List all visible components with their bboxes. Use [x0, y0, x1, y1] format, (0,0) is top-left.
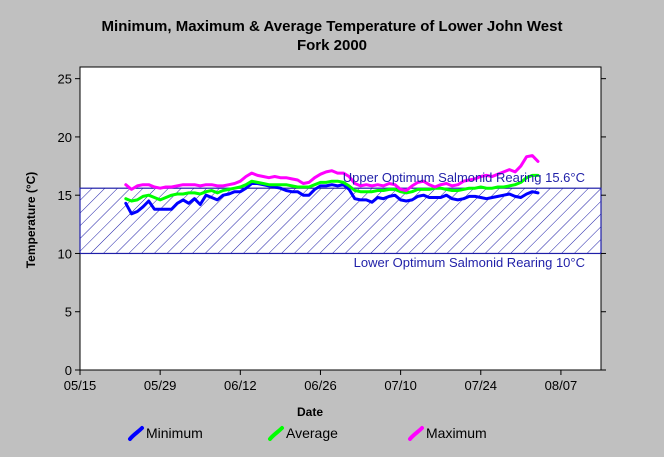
y-axis: 0 5 10 15 20 25 [58, 72, 606, 378]
series-line-minimum [124, 182, 540, 216]
y-axis-label: Temperature (°C) [24, 172, 38, 269]
legend-label-minimum: Minimum [146, 425, 203, 441]
y-tick-label: 0 [65, 363, 72, 378]
x-tick-label: 06/12 [224, 378, 257, 393]
series-line-maximum [124, 154, 540, 192]
x-tick-label: 06/26 [304, 378, 337, 393]
legend: Minimum Average Maximum [128, 425, 487, 441]
x-tick-label: 05/29 [144, 378, 177, 393]
y-tick-label: 10 [58, 246, 72, 261]
y-tick-label: 15 [58, 188, 72, 203]
series-lines [124, 154, 540, 216]
y-tick-label: 20 [58, 130, 72, 145]
y-tick-label: 25 [58, 72, 72, 87]
legend-label-average: Average [286, 425, 338, 441]
lower-optimum-label: Lower Optimum Salmonid Rearing 10°C [354, 255, 585, 270]
x-tick-label: 07/24 [464, 378, 497, 393]
legend-swatch-minimum [128, 426, 144, 441]
y-tick-label: 5 [65, 305, 72, 320]
x-tick-label: 08/07 [545, 378, 578, 393]
x-axis-label: Date [297, 405, 323, 419]
chart-title-line-2: Fork 2000 [297, 37, 367, 54]
x-tick-label: 05/15 [64, 378, 97, 393]
legend-swatch-average [268, 426, 284, 441]
legend-label-maximum: Maximum [426, 425, 487, 441]
series-line-average [124, 173, 540, 203]
upper-optimum-label: Upper Optimum Salmonid Rearing 15.6°C [343, 170, 585, 185]
chart-title-line-1: Minimum, Maximum & Average Temperature o… [102, 18, 563, 35]
x-tick-label: 07/10 [384, 378, 417, 393]
legend-swatch-maximum [408, 426, 424, 441]
x-axis: 05/15 05/29 06/12 06/26 07/10 07/24 08/07 [64, 370, 577, 393]
optimum-band [79, 187, 602, 255]
